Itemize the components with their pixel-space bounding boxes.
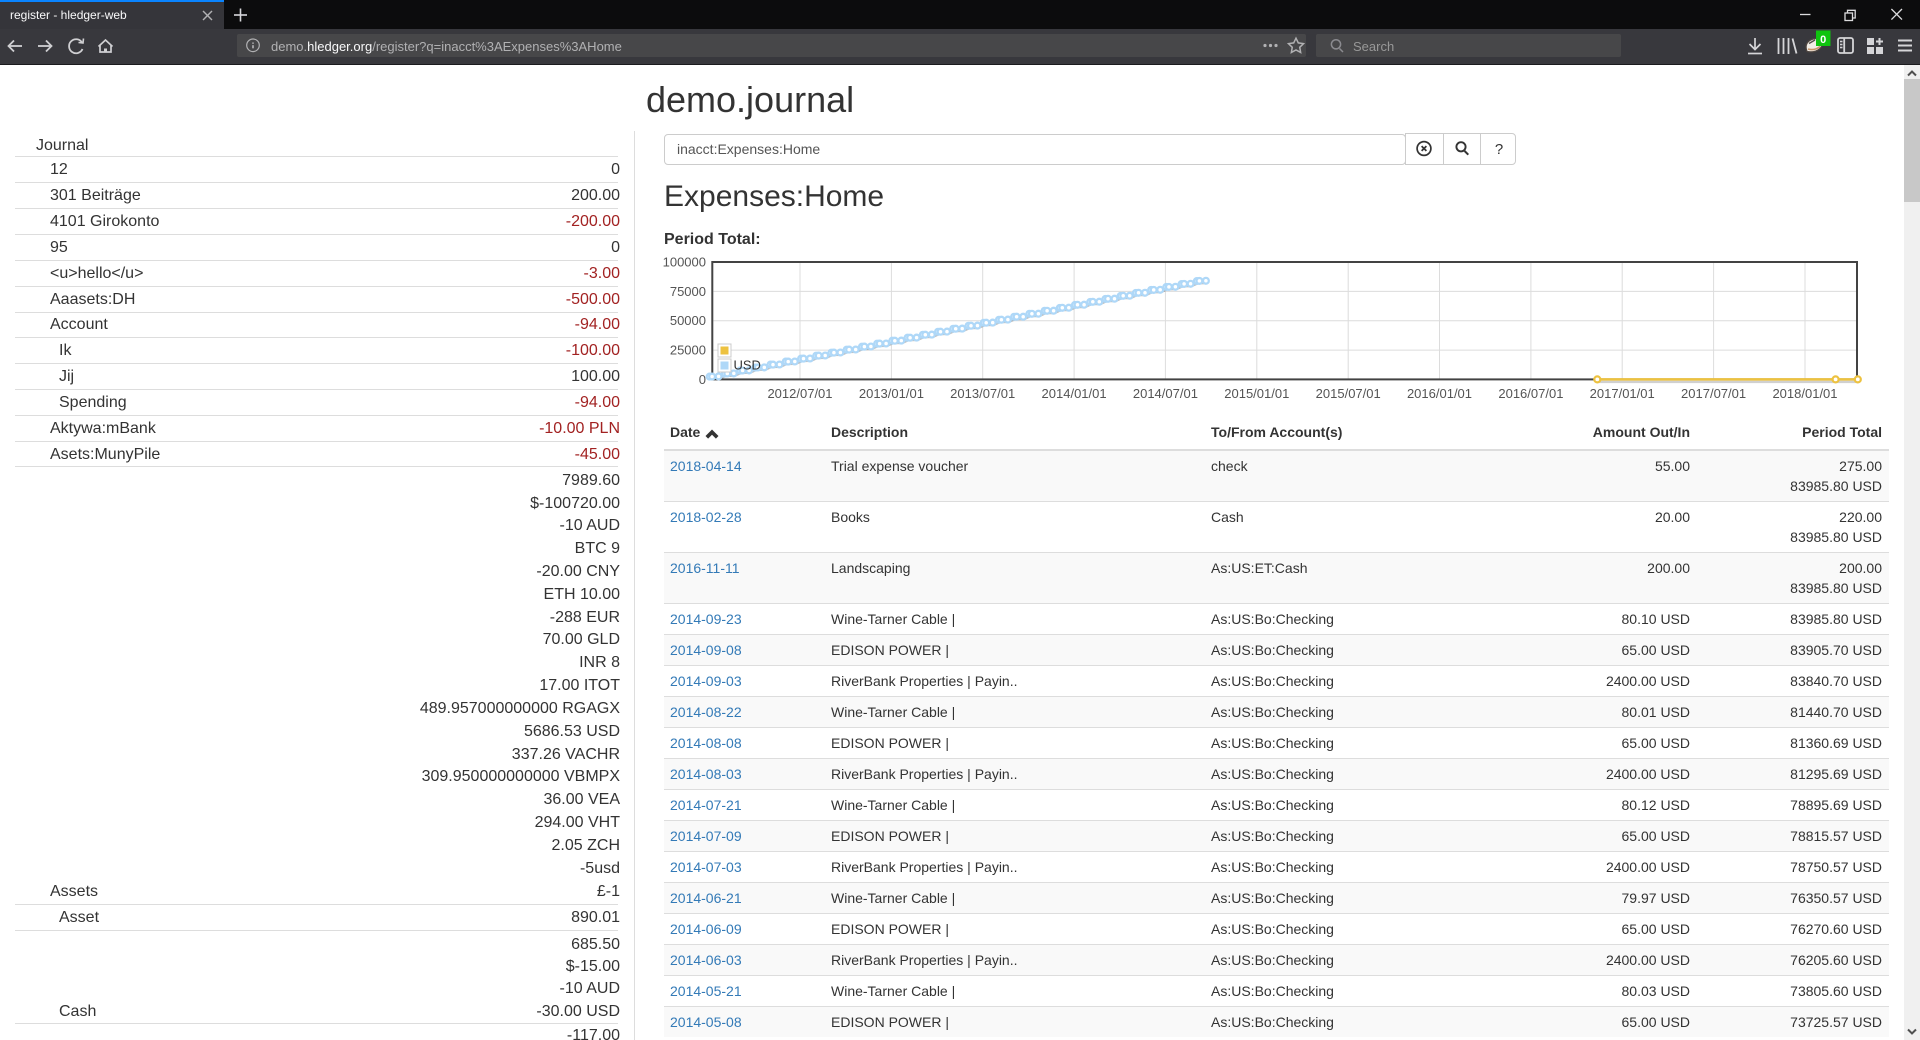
svg-text:2016/01/01: 2016/01/01 xyxy=(1407,386,1472,401)
svg-text:2015/07/01: 2015/07/01 xyxy=(1316,386,1381,401)
svg-text:0: 0 xyxy=(699,372,706,387)
svg-text:100000: 100000 xyxy=(663,255,706,270)
svg-text:2012/07/01: 2012/07/01 xyxy=(767,386,832,401)
svg-text:2016/07/01: 2016/07/01 xyxy=(1498,386,1563,401)
svg-text:2017/01/01: 2017/01/01 xyxy=(1590,386,1655,401)
svg-text:?: ? xyxy=(1495,141,1503,158)
svg-text:USD: USD xyxy=(734,358,761,373)
svg-text:75000: 75000 xyxy=(670,284,706,299)
svg-text:2015/01/01: 2015/01/01 xyxy=(1224,386,1289,401)
svg-text:2014/07/01: 2014/07/01 xyxy=(1133,386,1198,401)
svg-text:50000: 50000 xyxy=(670,313,706,328)
svg-text:25000: 25000 xyxy=(670,343,706,358)
svg-text:2014/01/01: 2014/01/01 xyxy=(1042,386,1107,401)
svg-text:2013/01/01: 2013/01/01 xyxy=(859,386,924,401)
svg-text:2018/01/01: 2018/01/01 xyxy=(1772,386,1837,401)
svg-text:0: 0 xyxy=(1820,34,1826,46)
svg-text:2017/07/01: 2017/07/01 xyxy=(1681,386,1746,401)
svg-text:2013/07/01: 2013/07/01 xyxy=(950,386,1015,401)
